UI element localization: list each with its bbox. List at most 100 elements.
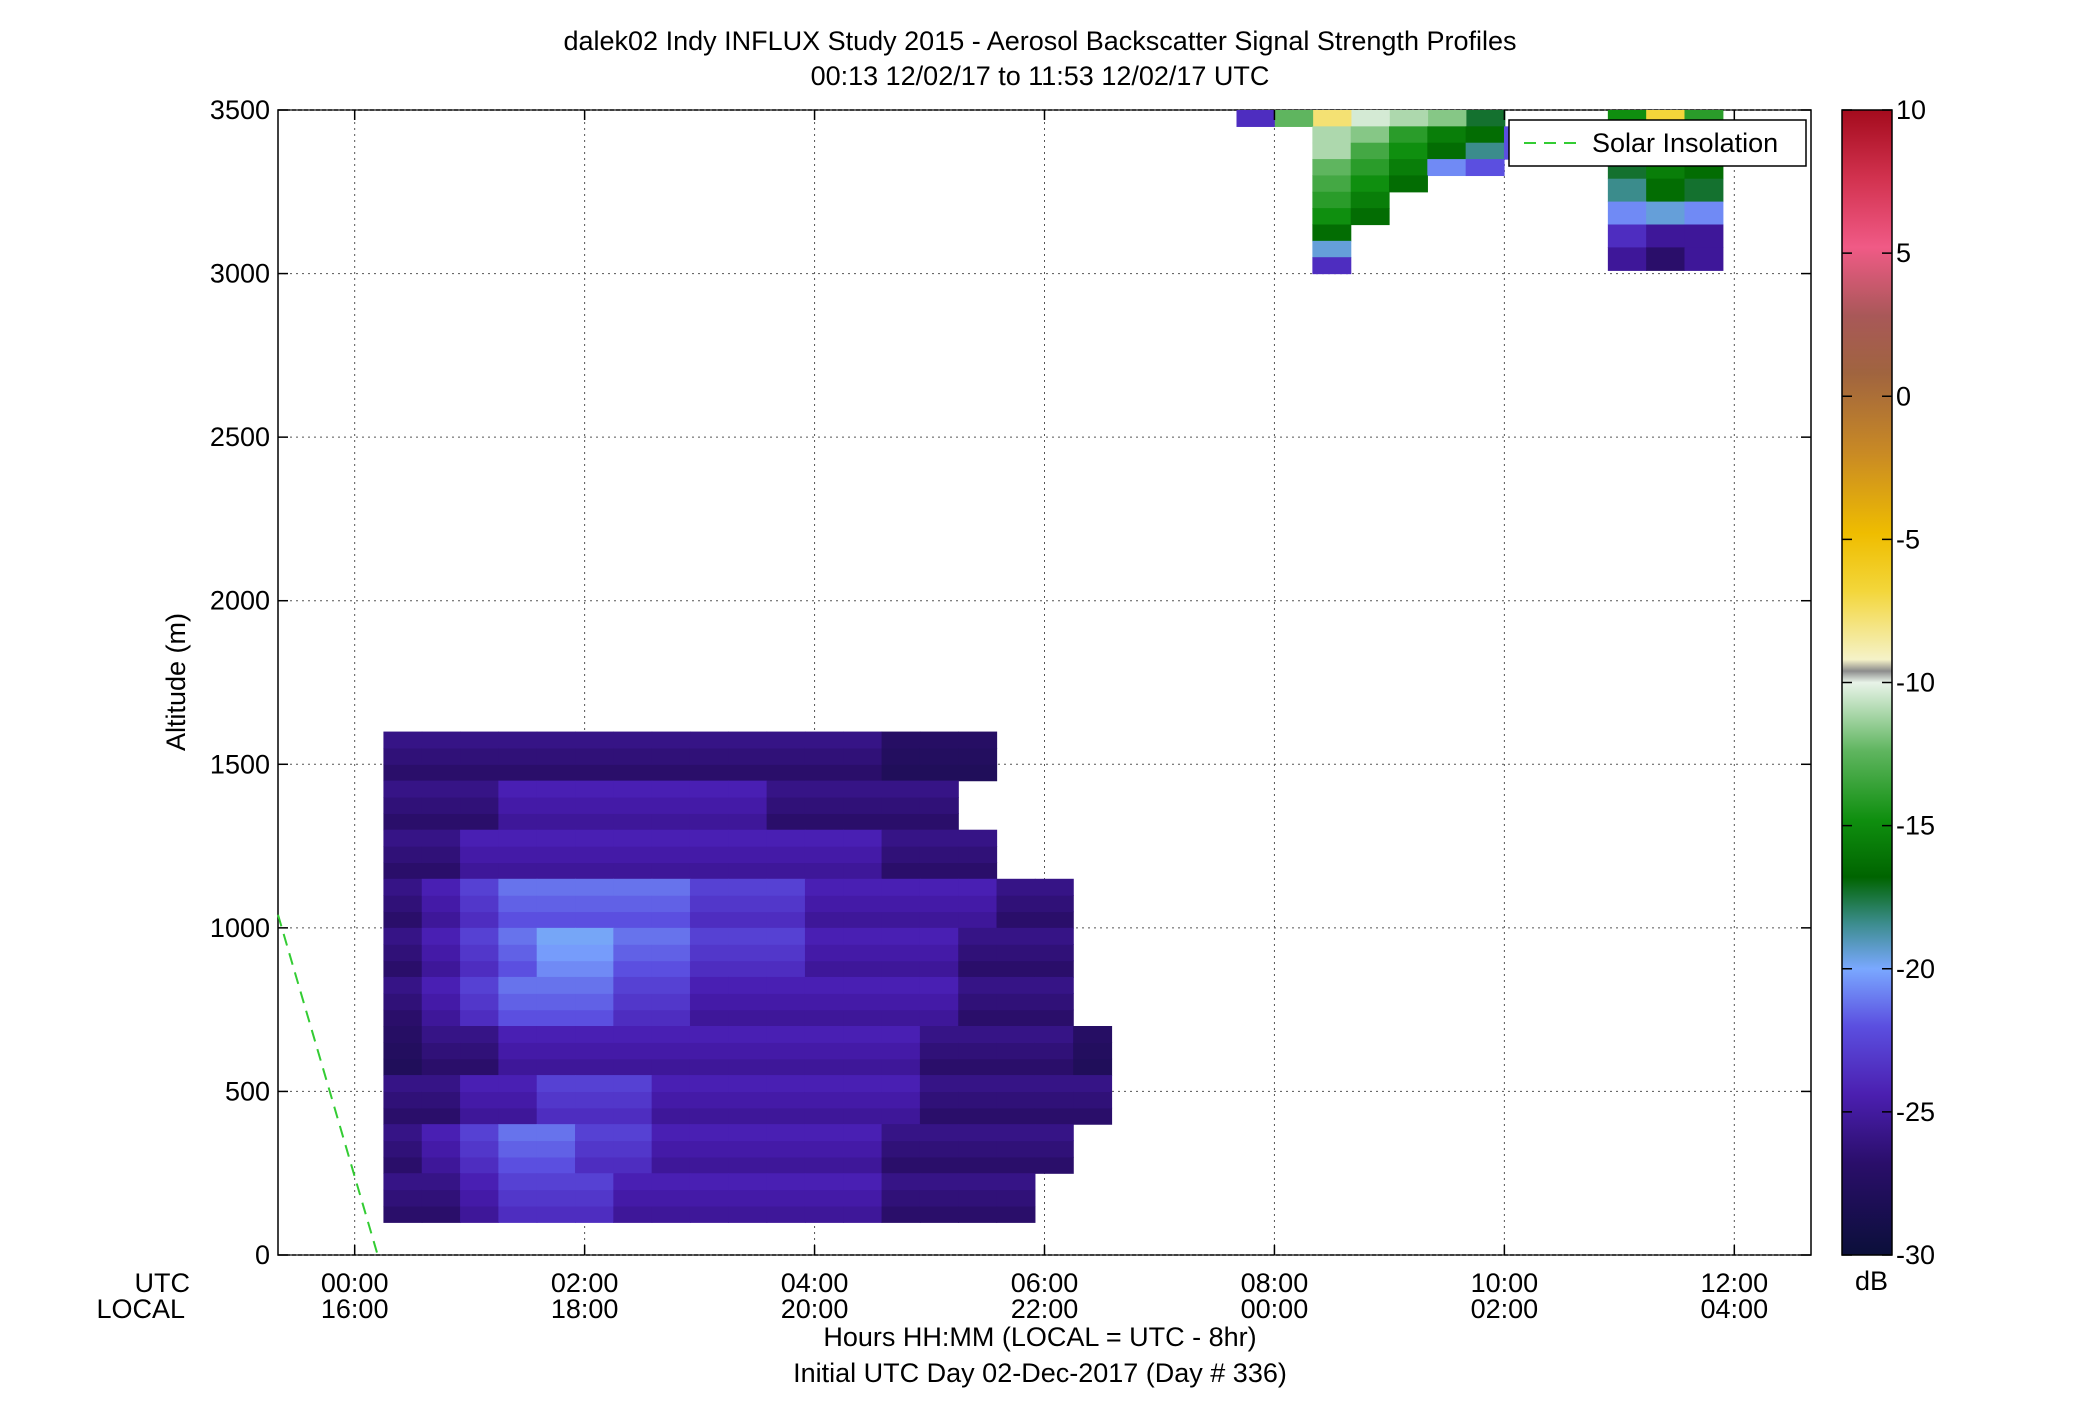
heatmap-cell xyxy=(536,747,576,765)
heatmap-cell xyxy=(575,944,614,962)
heatmap-cell xyxy=(804,1042,844,1060)
heatmap-cell xyxy=(498,944,538,962)
heatmap-cell xyxy=(1034,1026,1074,1043)
heatmap-cell xyxy=(613,1107,653,1125)
heatmap-cell xyxy=(1312,126,1352,144)
heatmap-cell xyxy=(689,1107,729,1125)
heatmap-cell xyxy=(843,927,883,945)
heatmap-cell xyxy=(575,960,614,978)
heatmap-cell xyxy=(383,1205,423,1223)
heatmap-cell xyxy=(421,1042,461,1060)
heatmap-cell xyxy=(1274,110,1314,127)
heatmap-cell xyxy=(536,780,576,798)
heatmap-cell xyxy=(613,797,653,814)
heatmap-cell xyxy=(996,1124,1036,1142)
heatmap-cell xyxy=(1034,1042,1074,1060)
heatmap-cell xyxy=(575,993,614,1011)
heatmap-cell xyxy=(613,927,653,945)
heatmap-cell xyxy=(460,960,499,978)
heatmap-cell xyxy=(689,993,729,1011)
heatmap-cell xyxy=(689,747,729,765)
heatmap-cell xyxy=(613,813,653,831)
heatmap-cell xyxy=(881,1156,921,1174)
y-tick-label: 2500 xyxy=(210,422,270,452)
x-tick-label-utc: 06:00 xyxy=(1011,1268,1079,1298)
x-tick-label-local: 22:00 xyxy=(1011,1294,1079,1324)
heatmap-cell xyxy=(689,1173,729,1191)
heatmap-cell xyxy=(881,1124,921,1142)
heatmap-cell xyxy=(613,1075,653,1093)
colorbar-tick-label: 0 xyxy=(1896,381,1911,411)
heatmap-cell xyxy=(575,1058,614,1076)
heatmap-cell xyxy=(804,1140,844,1158)
heatmap-cell xyxy=(536,1075,576,1093)
heatmap-cell xyxy=(383,1009,423,1027)
heatmap-cell xyxy=(536,1026,576,1043)
heatmap-cell xyxy=(804,764,844,782)
heatmap-cell xyxy=(728,862,768,880)
heatmap-cell xyxy=(613,1091,653,1109)
heatmap-cell xyxy=(460,1042,499,1060)
heatmap-cell xyxy=(958,1173,998,1191)
heatmap-cell xyxy=(421,731,461,749)
colorbar-tick-label: -15 xyxy=(1896,811,1935,841)
heatmap-cell xyxy=(498,829,538,847)
heatmap-cell xyxy=(689,829,729,847)
heatmap-cell xyxy=(804,1009,844,1027)
heatmap-cell xyxy=(881,797,921,814)
heatmap-cell xyxy=(1389,175,1428,193)
heatmap-cell xyxy=(651,1026,691,1043)
heatmap-cell xyxy=(881,1091,921,1109)
heatmap-cell xyxy=(804,944,844,962)
heatmap-cell xyxy=(460,846,499,864)
heatmap-cell xyxy=(996,976,1036,994)
heatmap-cell xyxy=(919,1091,959,1109)
heatmap-cell xyxy=(1465,142,1505,160)
heatmap-cell xyxy=(766,780,806,798)
heatmap-cell xyxy=(958,1091,998,1109)
heatmap-cell xyxy=(460,1009,499,1027)
heatmap-cell xyxy=(536,1205,576,1223)
colorbar-tick-label: -20 xyxy=(1896,954,1935,984)
heatmap-cell xyxy=(766,993,806,1011)
heatmap-cell xyxy=(843,1075,883,1093)
heatmap-cell xyxy=(421,993,461,1011)
heatmap-cell xyxy=(728,993,768,1011)
heatmap-cell xyxy=(421,747,461,765)
heatmap-cell xyxy=(460,1205,499,1223)
heatmap-cell xyxy=(804,1156,844,1174)
heatmap-cell xyxy=(1034,927,1074,945)
x-axis-label: Hours HH:MM (LOCAL = UTC - 8hr) xyxy=(823,1322,1256,1352)
heatmap-cell xyxy=(460,927,499,945)
x-tick-label-utc: 12:00 xyxy=(1701,1268,1769,1298)
heatmap-cell xyxy=(919,747,959,765)
heatmap-cell xyxy=(804,927,844,945)
heatmap-cell xyxy=(689,862,729,880)
heatmap-cell xyxy=(843,764,883,782)
heatmap-cell xyxy=(919,1189,959,1207)
heatmap-cell xyxy=(881,846,921,864)
heatmap-cell xyxy=(804,1205,844,1223)
heatmap-cell xyxy=(843,797,883,814)
heatmap-cell xyxy=(651,976,691,994)
heatmap-cell xyxy=(651,1173,691,1191)
heatmap-cell xyxy=(498,1075,538,1093)
heatmap-cell xyxy=(421,895,461,913)
heatmap-cell xyxy=(804,1173,844,1191)
heatmap-cell xyxy=(575,911,614,929)
colorbar-ticks: 10 5 0 -5 -10 -15 -20 -25 -30 xyxy=(1842,95,1935,1270)
x-tick-label-local: 18:00 xyxy=(551,1294,619,1324)
heatmap-cell xyxy=(651,1189,691,1207)
heatmap-cell xyxy=(651,1091,691,1109)
heatmap-cell xyxy=(958,747,998,765)
heatmap-cell xyxy=(804,747,844,765)
heatmap-cell xyxy=(919,780,959,798)
heatmap-cell xyxy=(460,797,499,814)
heatmap-cell xyxy=(536,1140,576,1158)
heatmap-cell xyxy=(728,780,768,798)
heatmap-cell xyxy=(498,1091,538,1109)
heatmap-cell xyxy=(843,993,883,1011)
y-tick-label: 1500 xyxy=(210,749,270,779)
heatmap-cell xyxy=(996,1042,1036,1060)
heatmap-cell xyxy=(613,1124,653,1142)
